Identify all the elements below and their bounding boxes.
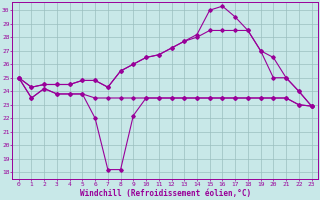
X-axis label: Windchill (Refroidissement éolien,°C): Windchill (Refroidissement éolien,°C)	[80, 189, 251, 198]
